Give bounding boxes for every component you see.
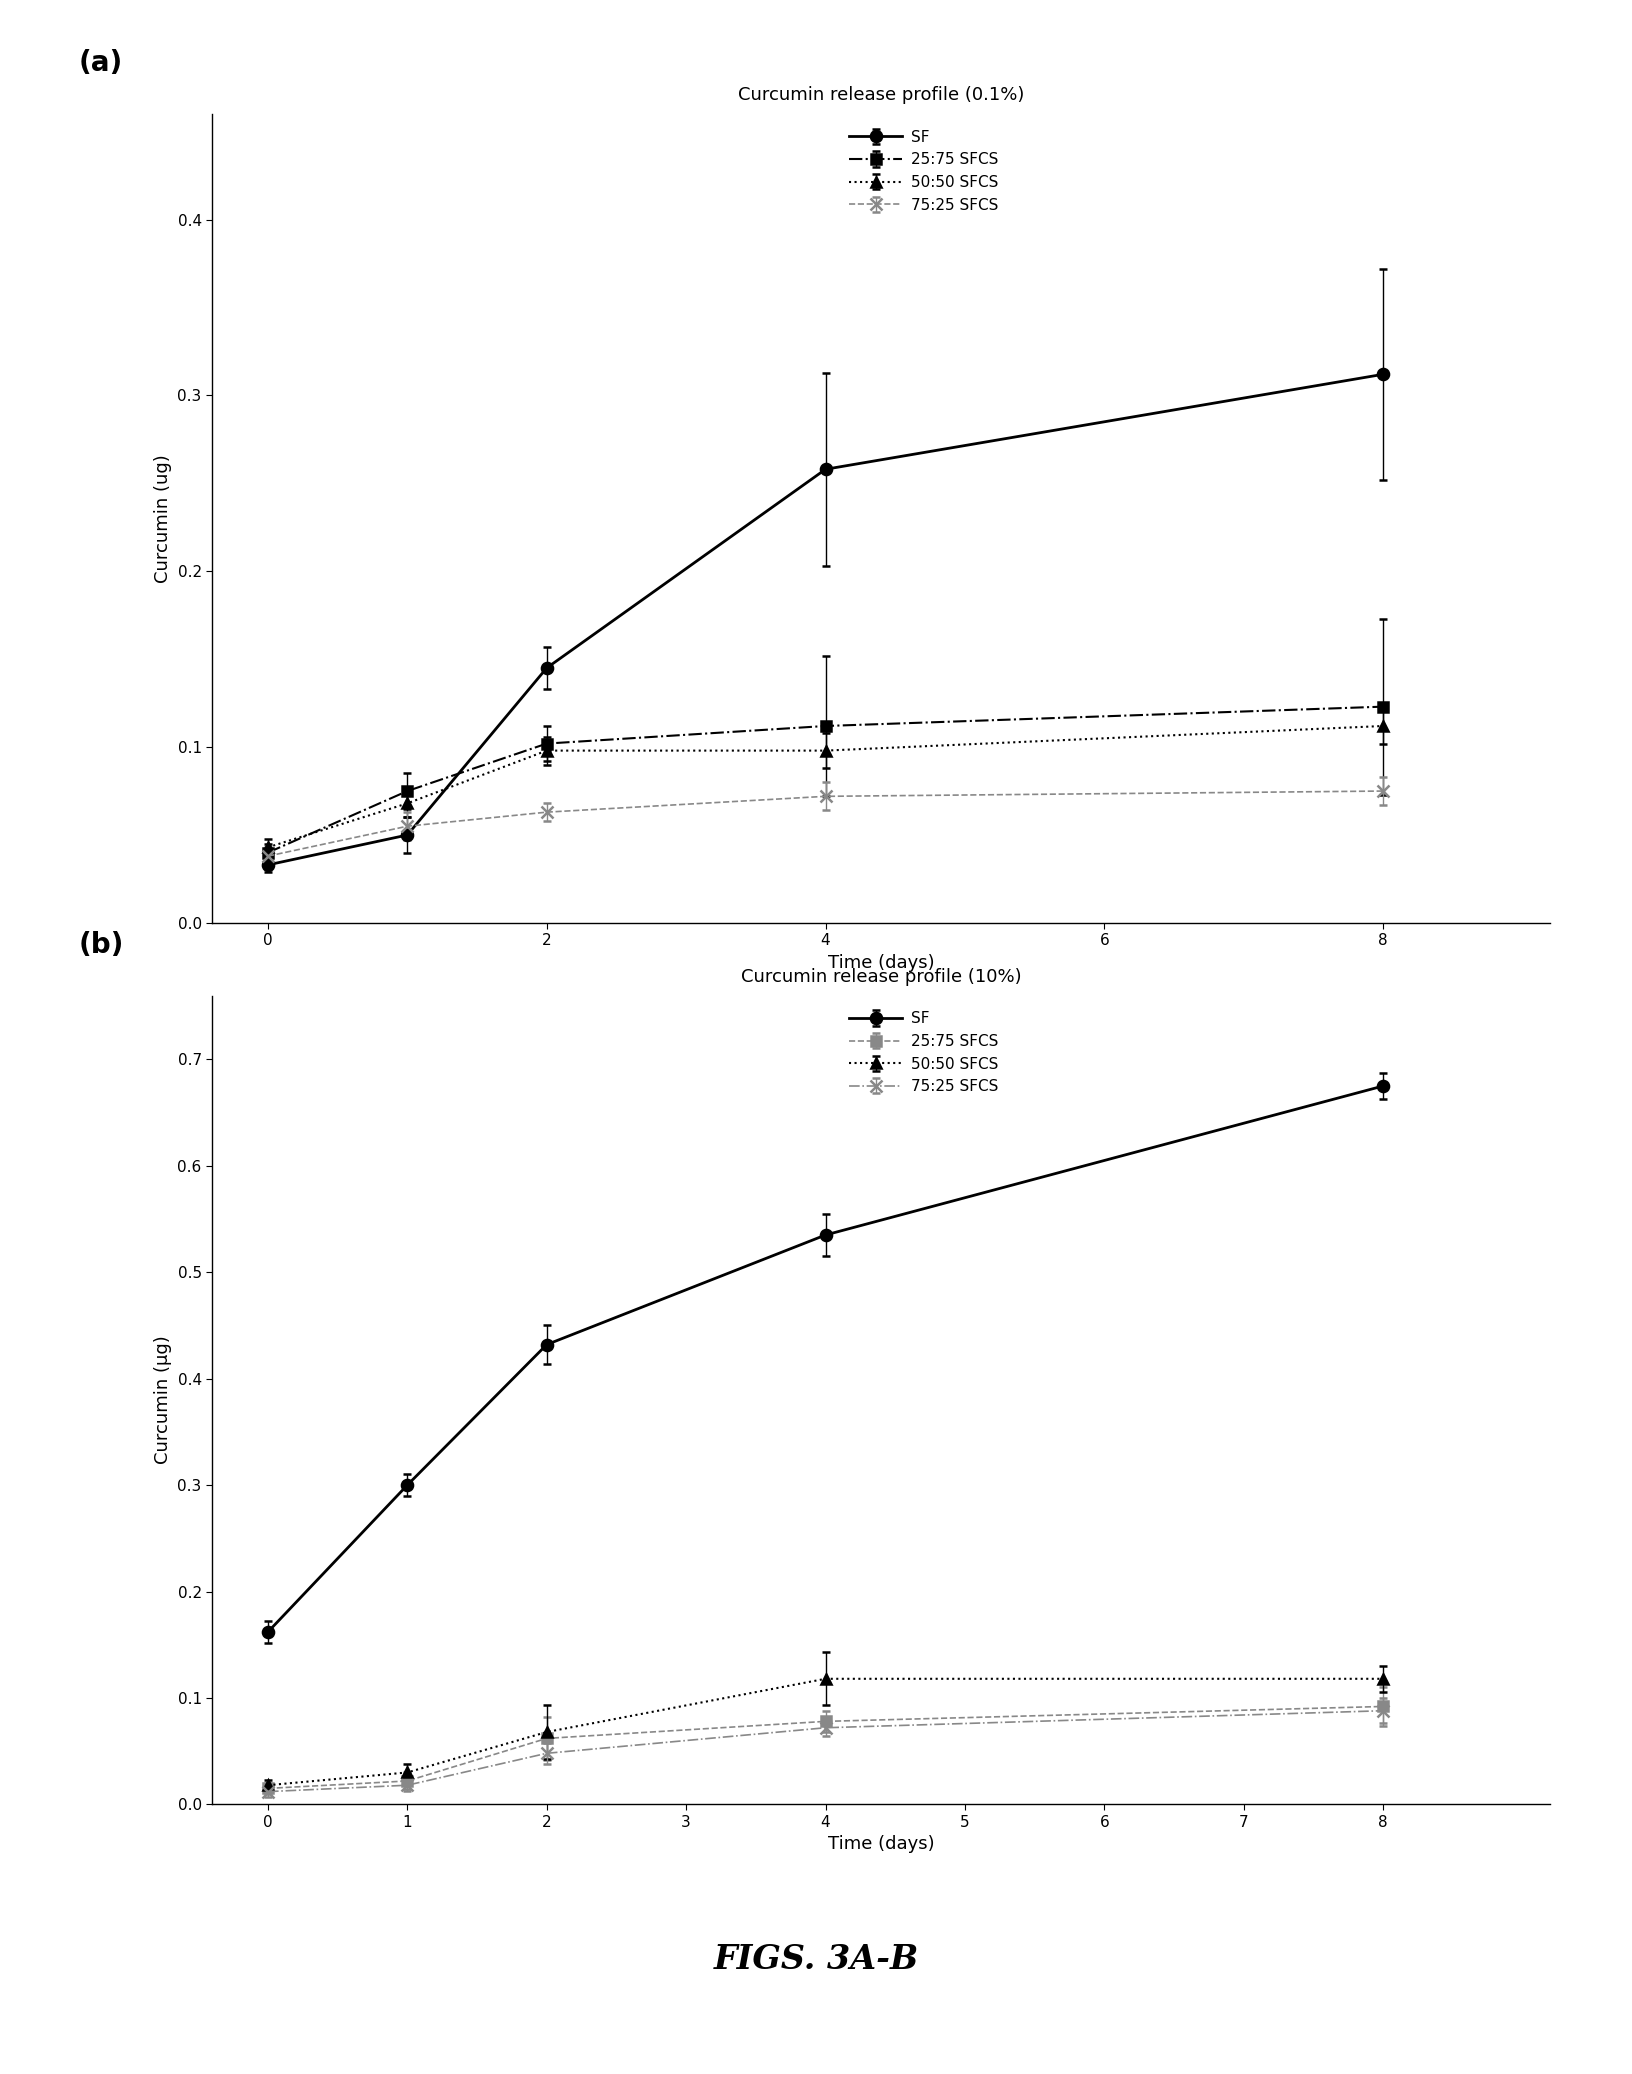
X-axis label: Time (days): Time (days) — [827, 954, 935, 973]
X-axis label: Time (days): Time (days) — [827, 1835, 935, 1854]
Title: Curcumin release profile (10%): Curcumin release profile (10%) — [741, 969, 1022, 985]
Y-axis label: Curcumin (ug): Curcumin (ug) — [153, 454, 171, 583]
Title: Curcumin release profile (0.1%): Curcumin release profile (0.1%) — [738, 87, 1025, 104]
Y-axis label: Curcumin (μg): Curcumin (μg) — [153, 1336, 171, 1464]
Legend: SF, 25:75 SFCS, 50:50 SFCS, 75:25 SFCS: SF, 25:75 SFCS, 50:50 SFCS, 75:25 SFCS — [849, 131, 999, 214]
Text: (b): (b) — [78, 931, 124, 958]
Text: (a): (a) — [78, 50, 122, 77]
Legend: SF, 25:75 SFCS, 50:50 SFCS, 75:25 SFCS: SF, 25:75 SFCS, 50:50 SFCS, 75:25 SFCS — [849, 1012, 999, 1095]
Text: FIGS. 3A-B: FIGS. 3A-B — [713, 1943, 919, 1977]
